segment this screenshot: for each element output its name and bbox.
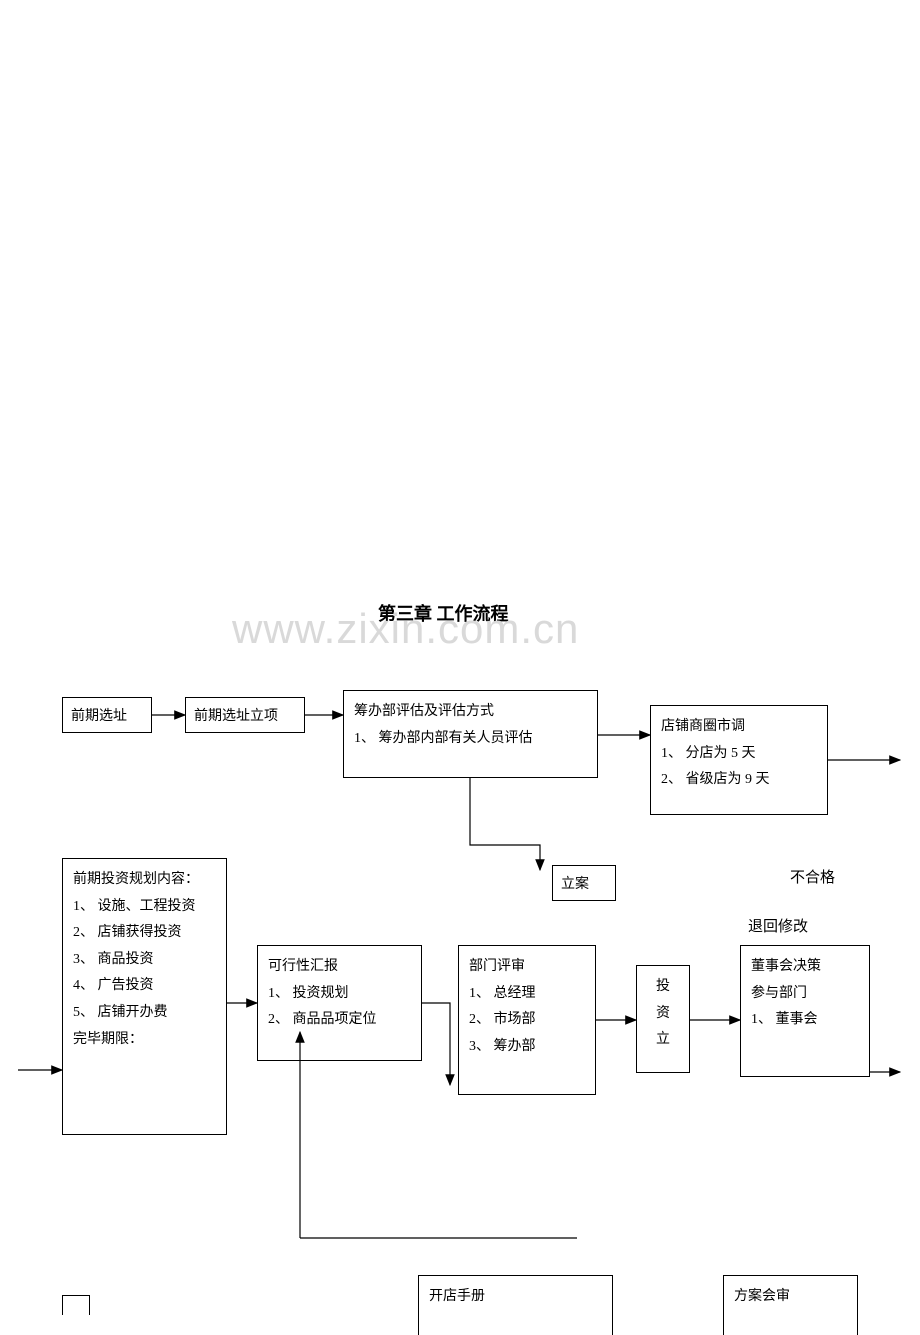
node-title: 筹办部评估及评估方式 [354, 699, 587, 726]
node-item: 1、 设施、工程投资 [73, 894, 216, 921]
node-label: 方案会审 [734, 1284, 847, 1311]
label-fail: 不合格 [790, 866, 835, 887]
node-line: 立 [641, 1027, 685, 1054]
node-title: 店铺商圈市调 [661, 714, 817, 741]
node-subtitle: 参与部门 [751, 981, 859, 1008]
node-label: 立案 [561, 877, 589, 892]
node-item: 3、 筹办部 [469, 1034, 585, 1061]
node-item: 1、 董事会 [751, 1007, 859, 1034]
node-open-manual: 开店手册 [418, 1275, 613, 1335]
node-line: 资 [641, 1001, 685, 1028]
node-item: 4、 广告投资 [73, 973, 216, 1000]
node-dept-review: 部门评审 1、 总经理 2、 市场部 3、 筹办部 [458, 945, 596, 1095]
node-title: 可行性汇报 [268, 954, 411, 981]
node-footer: 完毕期限： [73, 1027, 216, 1054]
node-item: 2、 省级店为 9 天 [661, 767, 817, 794]
node-item: 1、 筹办部内部有关人员评估 [354, 726, 587, 753]
node-prelim-site: 前期选址 [62, 697, 152, 733]
node-item: 2、 商品品项定位 [268, 1007, 411, 1034]
node-item: 2、 市场部 [469, 1007, 585, 1034]
node-label: 前期选址 [71, 709, 127, 724]
node-item: 3、 商品投资 [73, 947, 216, 974]
node-feasibility: 可行性汇报 1、 投资规划 2、 商品品项定位 [257, 945, 422, 1061]
node-file-case: 立案 [552, 865, 616, 901]
node-item: 5、 店铺开办费 [73, 1000, 216, 1027]
node-label: 前期选址立项 [194, 709, 278, 724]
node-line: 投 [641, 974, 685, 1001]
node-title: 董事会决策 [751, 954, 859, 981]
node-prelim-site-proj: 前期选址立项 [185, 697, 305, 733]
label-return: 退回修改 [748, 915, 808, 936]
node-item: 1、 投资规划 [268, 981, 411, 1008]
node-invest-approve: 投 资 立 [636, 965, 690, 1073]
node-item: 2、 店铺获得投资 [73, 920, 216, 947]
node-title: 部门评审 [469, 954, 585, 981]
node-label: 开店手册 [429, 1284, 602, 1311]
node-market-survey: 店铺商圈市调 1、 分店为 5 天 2、 省级店为 9 天 [650, 705, 828, 815]
node-plan-review: 方案会审 [723, 1275, 858, 1335]
node-board-decision: 董事会决策 参与部门 1、 董事会 [740, 945, 870, 1077]
node-title: 前期投资规划内容： [73, 867, 216, 894]
node-item: 1、 总经理 [469, 981, 585, 1008]
node-item: 1、 分店为 5 天 [661, 741, 817, 768]
node-eval: 筹办部评估及评估方式 1、 筹办部内部有关人员评估 [343, 690, 598, 778]
node-investment-plan: 前期投资规划内容： 1、 设施、工程投资 2、 店铺获得投资 3、 商品投资 4… [62, 858, 227, 1135]
watermark: www.zixin.com.cn [232, 605, 579, 653]
node-small-bl [62, 1295, 90, 1315]
